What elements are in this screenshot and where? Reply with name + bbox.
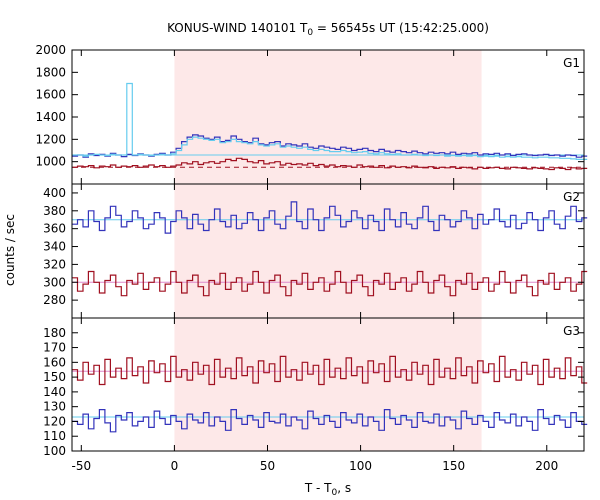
y-tick-label: 1400: [35, 110, 66, 124]
chart-title: KONUS-WIND 140101 T0 = 56545s UT (15:42:…: [167, 21, 489, 38]
y-tick-label: 400: [43, 186, 66, 200]
panel-label: G2: [563, 190, 580, 204]
x-tick-label: -50: [72, 459, 92, 473]
panel-g1: [72, 82, 588, 171]
panel-label: G1: [563, 56, 580, 70]
y-tick-label: 160: [43, 355, 66, 369]
series-g1-1: [72, 82, 588, 160]
series-g3-1: [72, 355, 588, 386]
y-tick-label: 360: [43, 222, 66, 236]
series-g2-1: [72, 270, 588, 297]
y-tick-label: 110: [43, 429, 66, 443]
series-g2-0: [72, 201, 588, 234]
x-tick-label: 200: [535, 459, 558, 473]
panel-frame: [71, 317, 585, 452]
y-axis-label: counts / sec: [3, 214, 17, 286]
y-tick-label: 180: [43, 326, 66, 340]
axis-ticks: 1000120014001600180020002803003203403603…: [35, 43, 584, 473]
y-tick-label: 130: [43, 400, 66, 414]
series-g1-2: [72, 157, 588, 171]
y-tick-label: 320: [43, 257, 66, 271]
panel-g2: [72, 201, 588, 297]
y-tick-label: 2000: [35, 43, 66, 57]
y-tick-label: 120: [43, 414, 66, 428]
y-tick-label: 1200: [35, 132, 66, 146]
panel-g3: [72, 355, 588, 433]
x-tick-label: 0: [171, 459, 179, 473]
y-tick-label: 1000: [35, 155, 66, 169]
highlight-rect: [174, 50, 482, 451]
y-tick-label: 340: [43, 240, 66, 254]
burst-interval-highlight: [174, 50, 482, 451]
y-tick-label: 100: [43, 444, 66, 458]
x-tick-label: 50: [260, 459, 275, 473]
series-g3-0: [72, 409, 588, 433]
x-tick-label: 100: [349, 459, 372, 473]
y-tick-label: 1600: [35, 88, 66, 102]
data-series-layer: [72, 82, 588, 433]
y-tick-label: 380: [43, 204, 66, 218]
y-tick-label: 140: [43, 385, 66, 399]
y-tick-label: 150: [43, 370, 66, 384]
x-axis-label: T - T0, s: [304, 481, 351, 498]
x-tick-label: 150: [442, 459, 465, 473]
y-tick-label: 170: [43, 341, 66, 355]
y-tick-label: 280: [43, 293, 66, 307]
y-tick-label: 1800: [35, 65, 66, 79]
panel-label: G3: [563, 324, 580, 338]
y-tick-label: 300: [43, 275, 66, 289]
